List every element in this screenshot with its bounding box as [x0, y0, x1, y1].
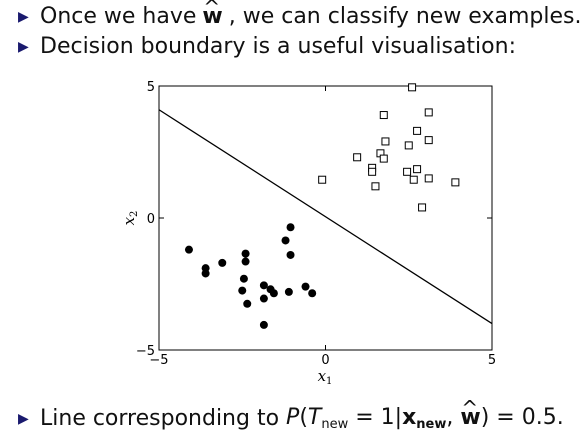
triangle-bullet-icon: ▶ [18, 39, 29, 55]
x-tick-label: −5 [149, 353, 168, 368]
data-points [184, 83, 460, 329]
bullet-classify: ▶ Once we have ^ w , we can classify new … [18, 0, 582, 29]
class-1-point [413, 165, 422, 174]
class-1-point [371, 182, 380, 191]
class-1-point [418, 203, 427, 212]
axis-ticks: −5 0 5 −5 0 5 [136, 80, 496, 368]
class-0-point [243, 299, 252, 308]
decision-boundary-line [158, 109, 493, 325]
class-0-point [301, 282, 310, 291]
plot-frame [158, 85, 493, 351]
x-tick-label: 5 [488, 353, 496, 368]
w-hat-symbol: ^ w [202, 0, 223, 29]
bullet-classify-suffix: , we can classify new examples. [228, 4, 582, 29]
class-1-point [318, 175, 327, 184]
class-0-point [241, 249, 250, 258]
class-0-point [259, 281, 268, 290]
class-1-point [379, 111, 388, 120]
probability-expression: P(Tnew = 1|xnew, ^ w) = 0.5. [286, 396, 564, 432]
class-0-point [269, 289, 278, 298]
class-1-point [368, 167, 377, 176]
y-tick-label: −5 [136, 344, 155, 359]
y-tick-label: 0 [147, 212, 155, 227]
bullet-classify-prefix: Once we have [40, 4, 197, 29]
triangle-bullet-icon: ▶ [18, 9, 29, 25]
bullet-decision-boundary: ▶ Decision boundary is a useful visualis… [18, 36, 516, 58]
class-1-point [424, 108, 433, 117]
class-1-point [379, 154, 388, 163]
class-1-point [353, 153, 362, 162]
class-1-point [424, 136, 433, 145]
class-1-point [413, 126, 422, 135]
class-0-point [201, 269, 210, 278]
class-0-point [241, 257, 250, 266]
class-0-point [286, 250, 295, 259]
class-1-point [381, 137, 390, 146]
class-0-point [238, 286, 247, 295]
class-1-point [404, 141, 413, 150]
class-0-point [239, 274, 248, 283]
y-axis-label: x2 [120, 211, 140, 226]
class-0-point [281, 236, 290, 245]
class-1-point [403, 167, 412, 176]
x-tick-label: 0 [321, 353, 329, 368]
class-0-point [259, 320, 268, 329]
class-1-point [424, 174, 433, 183]
class-0-point [286, 223, 295, 232]
class-1-point [409, 175, 418, 184]
y-tick-label: 5 [147, 80, 155, 95]
class-0-point [284, 287, 293, 296]
bullet-line-prefix: Line corresponding to [40, 406, 280, 431]
bullet-line-probability: ▶ Line corresponding to P(Tnew = 1|xnew,… [18, 396, 564, 432]
bullet-decision-boundary-text: Decision boundary is a useful visualisat… [40, 34, 516, 59]
class-1-point [408, 83, 417, 92]
class-0-point [184, 245, 193, 254]
class-1-point [451, 178, 460, 187]
class-0-point [308, 289, 317, 298]
class-0-point [218, 258, 227, 267]
triangle-bullet-icon: ▶ [18, 411, 29, 427]
class-0-point [259, 294, 268, 303]
x-axis-label: x1 [318, 367, 333, 387]
